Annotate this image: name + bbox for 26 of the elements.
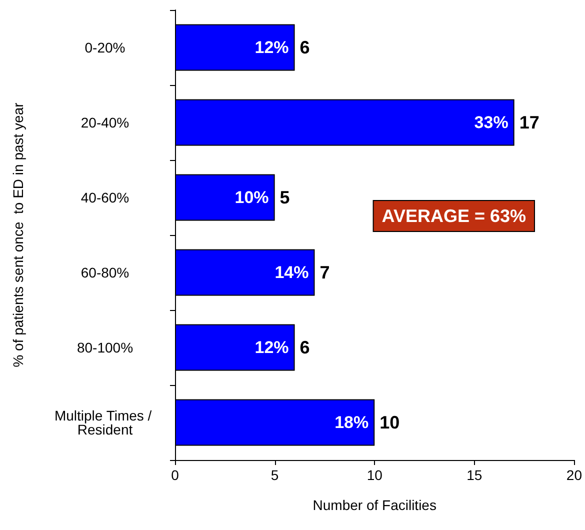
y-tick-label: 0-20% — [84, 40, 126, 56]
y-tick-label: 60-80% — [80, 264, 130, 280]
annotation: 12% — [254, 38, 289, 57]
data-label: 17 — [519, 112, 540, 132]
x-tick-label: 5 — [270, 467, 279, 483]
y-tick-label: Multiple Times / Resident — [54, 408, 156, 438]
x-tick-label: 15 — [466, 467, 482, 483]
y-tick-label: 80-100% — [76, 340, 134, 356]
annotation: 12% — [254, 338, 289, 357]
data-label: 7 — [320, 262, 330, 282]
data-label: 10 — [380, 412, 400, 432]
annotation: 33% — [474, 113, 508, 132]
x-tick-label: 0 — [171, 467, 180, 483]
x-tick-label: 20 — [566, 467, 582, 483]
annotation: 18% — [334, 413, 369, 432]
y-tick-label: 40-60% — [80, 190, 130, 206]
data-label: 6 — [300, 338, 310, 358]
annotation: AVERAGE = 63% — [382, 206, 526, 226]
data-label: 5 — [280, 188, 290, 208]
x-tick-label: 10 — [366, 467, 383, 483]
annotation: 10% — [234, 188, 269, 207]
y-axis-title: % of patients sent once to ED in past year — [10, 102, 26, 368]
data-label: 6 — [300, 38, 310, 58]
x-axis-title: Number of Facilities — [312, 497, 436, 513]
y-tick-label: 20-40% — [80, 114, 130, 130]
annotation: 14% — [274, 263, 309, 282]
